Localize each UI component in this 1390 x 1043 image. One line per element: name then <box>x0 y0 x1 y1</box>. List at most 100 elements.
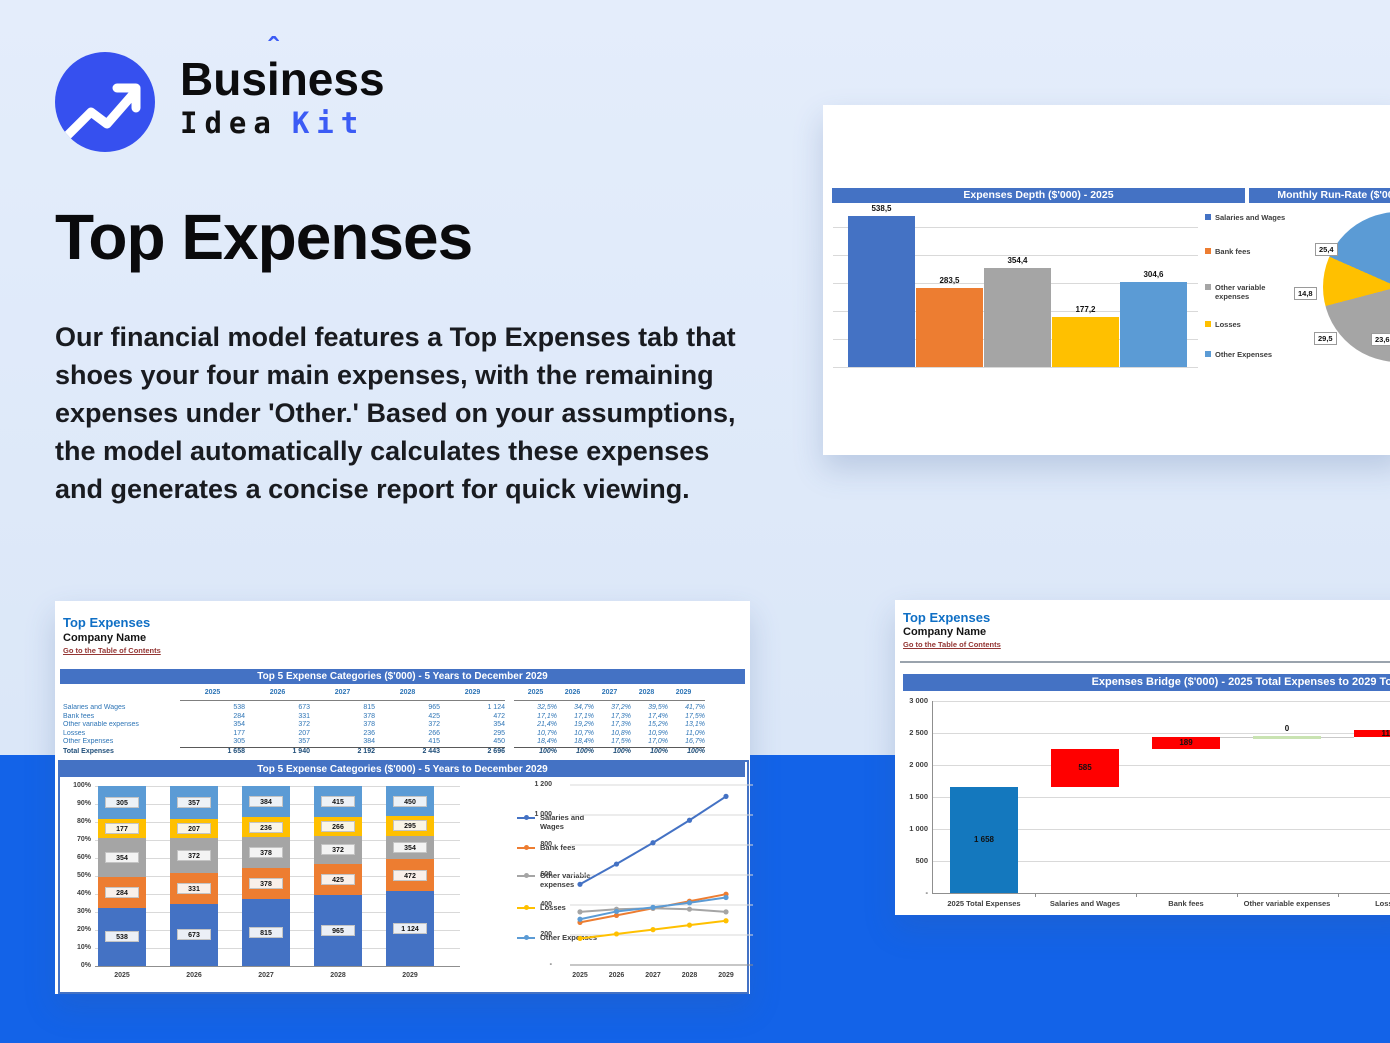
legend-label: Other variable expenses <box>540 871 591 889</box>
y-axis-line <box>932 701 933 893</box>
bar <box>1120 282 1187 367</box>
top5-legend: Salaries and Wages Bank fees Other variabl… <box>55 601 750 994</box>
table-percent: 18,4% <box>537 738 557 745</box>
legend-marker <box>524 873 529 878</box>
expenses-depth-legend: Salaries and Wages Bank fees Other variabl… <box>823 105 1390 455</box>
table-value: 236 <box>363 729 375 737</box>
bar-value-label: 354,4 <box>1007 256 1028 265</box>
total-label: Total Expenses <box>63 747 114 755</box>
row-label: Losses <box>63 729 86 737</box>
top-expenses-sheet: Top Expenses Company Name Go to the Tabl… <box>55 601 753 994</box>
legend-item: Other Expenses <box>1205 350 1291 359</box>
segment-value-label: 305 <box>105 797 139 809</box>
row-label: Other variable expenses <box>63 721 139 728</box>
brand-word-ideakit: Idea Kit <box>180 106 366 140</box>
grid-line <box>932 797 1390 798</box>
segment-value-label: 372 <box>177 850 211 862</box>
segment-value-label: 207 <box>177 823 211 835</box>
pie-slice-label: 14,8 <box>1294 287 1317 300</box>
segment-value-label: 378 <box>249 846 283 858</box>
legend-swatch <box>1205 284 1211 290</box>
page-title: Top Expenses <box>55 201 473 273</box>
x-tick-label: Other variable expenses <box>1243 899 1331 908</box>
legend-label: Losses <box>540 903 566 912</box>
y-tick-label: 60% <box>76 854 91 861</box>
monthly-run-rate-pie: 25,4 14,8 29,5 23,6 <box>823 105 1390 455</box>
table-percent: 11,0% <box>685 729 705 737</box>
table-value: 673 <box>298 704 310 711</box>
y-tick-label: 500 <box>915 856 928 865</box>
table-of-contents-link[interactable]: Go to the Table of Contents <box>903 640 1001 649</box>
table-percent: 19,2% <box>574 721 594 728</box>
table-value: 415 <box>428 738 440 745</box>
year-header: 2027 <box>601 689 618 696</box>
y-tick-label: 50% <box>76 872 91 879</box>
table-percent: 17,5% <box>685 712 705 720</box>
bar <box>848 216 915 367</box>
bar-value-label: 585 <box>1078 763 1092 773</box>
legend-marker <box>524 845 529 850</box>
expenses-depth-plot: 538,5 283,5 354,4 177,2 304,6 <box>833 204 1198 368</box>
x-tick-label: 2028 <box>330 972 346 979</box>
segment-value-label: 384 <box>249 796 283 808</box>
table-value: 331 <box>298 712 310 720</box>
table-value: 378 <box>363 721 375 728</box>
segment-value-label: 357 <box>177 797 211 809</box>
legend-label: Bank fees <box>1215 247 1251 256</box>
stacked-bar-chart: 100% 90% 80% 70% 60% 50% 40% 30% 20% 10% 0% 305 177 3… <box>55 601 750 994</box>
grid-line <box>932 765 1390 766</box>
y-tick-label: 400 <box>540 901 552 908</box>
table-percent: 16,7% <box>685 738 705 745</box>
table-percent: 17,1% <box>574 712 594 720</box>
total-value: 1 658 <box>227 747 245 755</box>
segment-value-label: 450 <box>393 795 427 807</box>
table-percent: 17,3% <box>611 712 631 720</box>
x-tick <box>1337 893 1339 897</box>
table-value: 295 <box>493 729 505 737</box>
bar-value-label: 538,5 <box>871 204 892 213</box>
y-tick-label: 80% <box>76 818 91 825</box>
sheet-title: Top Expenses <box>63 615 151 630</box>
legend-swatch <box>1205 351 1211 357</box>
x-tick-label: 2026 <box>608 972 625 979</box>
y-tick-label: 90% <box>76 800 91 807</box>
table-percent: 15,2% <box>648 721 668 728</box>
total-value: 2 192 <box>357 747 375 755</box>
year-header: 2027 <box>334 689 351 696</box>
bar-value-label: 304,6 <box>1143 270 1164 279</box>
x-tick <box>1135 893 1137 897</box>
table-percent: 10,7% <box>537 729 557 737</box>
waterfall-increase-bar <box>1152 737 1220 750</box>
legend-item: Losses <box>517 903 603 912</box>
company-name: Company Name <box>63 632 147 644</box>
table-percent: 10,9% <box>648 729 668 737</box>
total-value: 1 940 <box>292 747 310 755</box>
year-header: 2026 <box>269 689 286 696</box>
table-of-contents-link[interactable]: Go to the Table of Contents <box>63 646 161 655</box>
table-percent: 10,8% <box>611 729 631 737</box>
waterfall-increase-bar <box>1354 729 1390 738</box>
segment-value-label: 354 <box>105 852 139 864</box>
header-rule <box>514 700 705 701</box>
x-tick <box>1034 893 1036 897</box>
line-chart: 1 200 1 000 800 600 400 200-2025 2026 2027 2028 2… <box>55 601 753 994</box>
segment-value-label: 266 <box>321 820 355 832</box>
segment-value-label: 284 <box>105 886 139 898</box>
y-tick-label: 3 000 <box>909 696 928 705</box>
total-percent: 100% <box>687 747 705 755</box>
table-percent: 32,5% <box>537 704 557 711</box>
legend-label: Bank fees <box>540 843 576 852</box>
table-percent: 17,0% <box>648 738 668 745</box>
divider-line <box>900 661 1390 663</box>
x-tick <box>1236 893 1238 897</box>
segment-value-label: 354 <box>393 842 427 854</box>
y-tick-label: 600 <box>540 871 552 878</box>
table-value: 472 <box>493 712 505 720</box>
table-value: 538 <box>233 704 245 711</box>
expenses-bridge-sheet: Top Expenses Company Name Go to the Tabl… <box>895 600 1390 915</box>
total-percent: 100% <box>539 747 557 755</box>
waterfall-zero-bar <box>1253 735 1321 739</box>
total-percent: 100% <box>613 747 631 755</box>
legend-swatch <box>1205 214 1211 220</box>
total-value: 2 443 <box>422 747 440 755</box>
